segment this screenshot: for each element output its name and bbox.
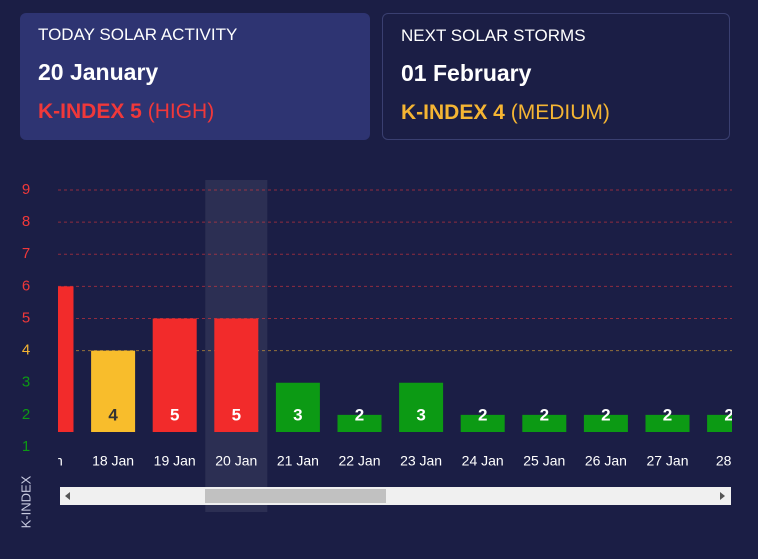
y-tick-label: 2 — [22, 406, 30, 423]
bar — [645, 414, 690, 432]
bar — [275, 382, 320, 432]
bar-value-label: 3 — [416, 405, 425, 424]
x-tick-label: 25 Jan — [523, 453, 565, 469]
index-level: (MEDIUM) — [510, 101, 610, 124]
x-tick-label: 24 Jan — [462, 453, 504, 469]
bar — [707, 414, 732, 432]
bar-value-label: 2 — [478, 405, 487, 424]
y-tick-label: 7 — [22, 245, 30, 262]
bar — [58, 286, 74, 432]
bar — [583, 414, 628, 432]
index-label: K-INDEX 4 — [401, 101, 505, 124]
y-tick-label: 1 — [22, 438, 30, 455]
bar — [522, 414, 567, 432]
bar-value-label: 2 — [601, 405, 610, 424]
card-index: K-INDEX 5 (HIGH) — [38, 100, 352, 124]
x-tick-label: 23 Jan — [400, 453, 442, 469]
bar-value-label: 2 — [540, 405, 549, 424]
bar-value-label: 4 — [108, 405, 118, 424]
bar-value-label: 3 — [293, 405, 302, 424]
x-tick-label: 28 J — [716, 453, 742, 469]
y-tick-label: 8 — [22, 213, 30, 230]
y-tick-label: 5 — [22, 309, 30, 326]
x-tick-label: Jan — [40, 453, 63, 469]
x-tick-label: 20 Jan — [215, 453, 257, 469]
next-card: NEXT SOLAR STORMS 01 February K-INDEX 4 … — [382, 13, 730, 140]
bar-value-label: 2 — [355, 405, 364, 424]
card-date: 20 January — [38, 59, 159, 85]
x-tick-label: 21 Jan — [277, 453, 319, 469]
bar-value-label: 5 — [232, 405, 241, 424]
x-tick-label: 22 Jan — [338, 453, 380, 469]
bar — [152, 318, 197, 432]
scrollbar[interactable] — [60, 487, 731, 505]
bar-value-label: 2 — [663, 405, 672, 424]
today-card: TODAY SOLAR ACTIVITY 20 January K-INDEX … — [20, 13, 370, 140]
y-tick-label: 4 — [22, 342, 30, 359]
index-level: (HIGH) — [147, 100, 215, 123]
card-index: K-INDEX 4 (MEDIUM) — [401, 101, 711, 125]
scroll-right[interactable] — [720, 492, 725, 500]
y-axis-title: K-INDEX — [18, 475, 33, 528]
scroll-left[interactable] — [65, 492, 70, 500]
x-tick-label: 19 Jan — [154, 453, 196, 469]
card-heading: NEXT SOLAR STORMS — [401, 26, 586, 45]
scroll-thumb[interactable] — [205, 489, 386, 503]
x-tick-label: 26 Jan — [585, 453, 627, 469]
index-label: K-INDEX 5 — [38, 100, 142, 123]
x-tick-label: 27 Jan — [646, 453, 688, 469]
bar — [337, 414, 382, 432]
card-date: 01 February — [401, 60, 532, 86]
card-heading: TODAY SOLAR ACTIVITY — [38, 25, 238, 44]
bar-value-label: 6 — [47, 405, 56, 424]
y-tick-label: 3 — [22, 374, 30, 391]
bar — [399, 382, 444, 432]
bar — [460, 414, 505, 432]
y-tick-label: 6 — [22, 277, 30, 294]
bar-value-label: 5 — [170, 405, 179, 424]
bar-value-label: 2 — [724, 405, 733, 424]
bar — [91, 350, 136, 432]
bar — [214, 318, 259, 432]
x-tick-label: 18 Jan — [92, 453, 134, 469]
y-tick-label: 9 — [22, 181, 30, 198]
